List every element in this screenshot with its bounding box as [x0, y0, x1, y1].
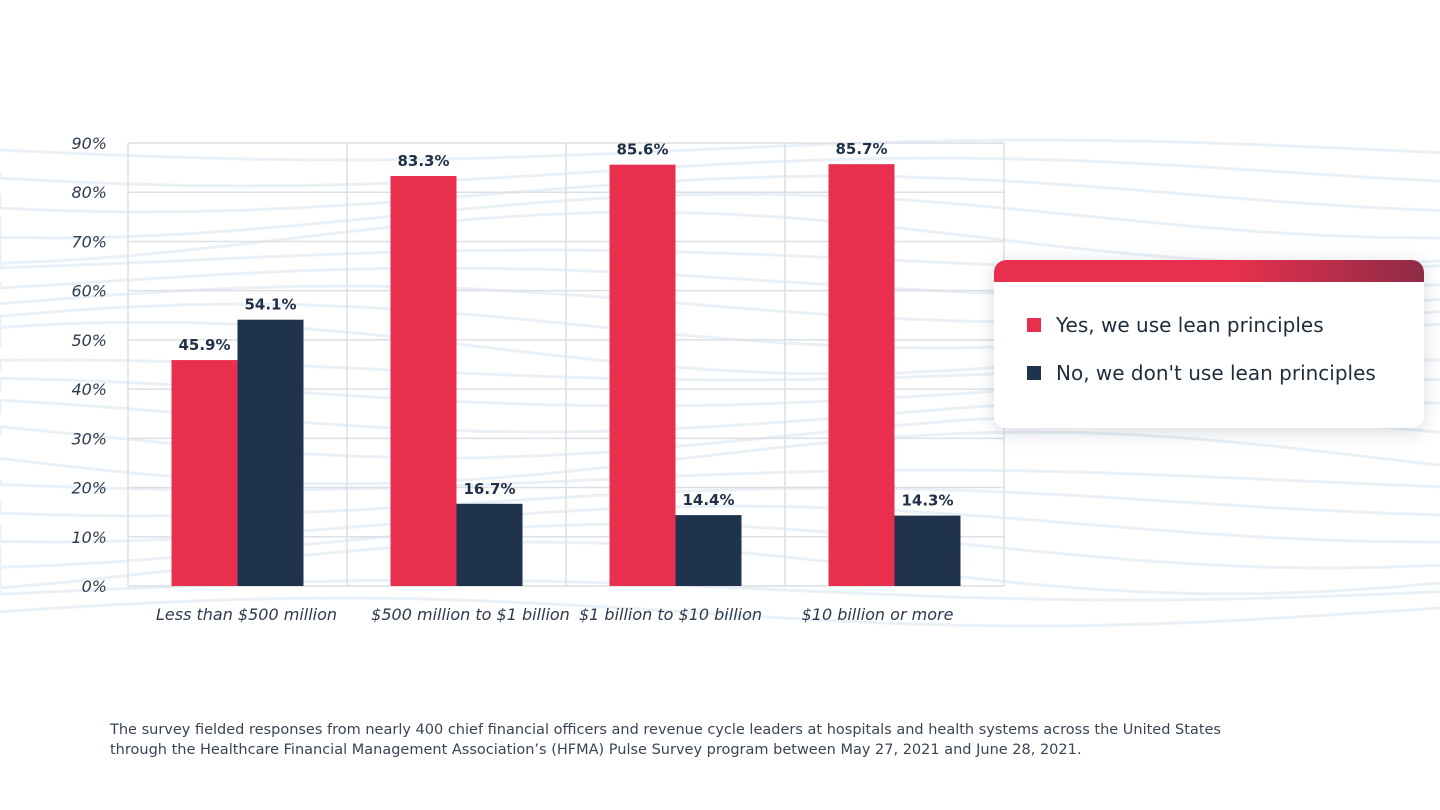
y-tick-label: 80%: [71, 183, 107, 202]
footnote-line-1: The survey fielded responses from nearly…: [110, 722, 1221, 738]
bar-no: [456, 503, 523, 586]
bar-no: [894, 515, 961, 586]
data-label-yes: 85.7%: [835, 140, 887, 158]
legend-swatch-no: [1027, 366, 1041, 380]
bar-yes: [828, 164, 895, 586]
legend-item-no: No, we don't use lean principles: [1027, 361, 1376, 385]
background-wave-line: [0, 156, 1440, 188]
y-tick-label: 60%: [71, 282, 107, 301]
y-tick-label: 70%: [71, 232, 107, 251]
legend-item-yes: Yes, we use lean principles: [1027, 313, 1324, 337]
bar-yes: [609, 164, 676, 586]
background-wave-line: [0, 174, 1440, 214]
data-label-no: 54.1%: [244, 296, 296, 314]
x-category-label: $10 billion or more: [802, 605, 954, 624]
data-label-no: 16.7%: [463, 480, 515, 498]
bar-yes: [171, 360, 238, 586]
footnote-line-2: through the Healthcare Financial Managem…: [110, 742, 1082, 758]
background-wave-line: [0, 210, 1440, 266]
bar-no: [237, 319, 304, 586]
legend-label-no: No, we don't use lean principles: [1056, 361, 1376, 385]
x-category-label: $500 million to $1 billion: [371, 605, 570, 624]
y-tick-label: 50%: [71, 331, 107, 350]
survey-footnote: The survey fielded responses from nearly…: [110, 720, 1330, 760]
data-label-yes: 85.6%: [616, 141, 668, 159]
bar-series: [171, 164, 961, 586]
legend-accent-bar: [994, 260, 1424, 282]
y-tick-label: 0%: [82, 577, 107, 596]
data-label-yes: 45.9%: [178, 336, 230, 354]
x-category-label: $1 billion to $10 billion: [579, 605, 762, 624]
chart-legend: Yes, we use lean principles No, we don't…: [994, 260, 1424, 428]
legend-swatch-yes: [1027, 318, 1041, 332]
data-label-yes: 83.3%: [397, 152, 449, 170]
y-tick-label: 40%: [71, 380, 107, 399]
y-tick-label: 10%: [71, 528, 107, 547]
y-axis: 0% 10% 20% 30% 40% 50% 60% 70% 80% 90%: [71, 134, 107, 596]
legend-label-yes: Yes, we use lean principles: [1056, 313, 1324, 337]
data-labels: 45.9% 54.1% 83.3% 16.7% 85.6% 14.4% 85.7% 14.3%: [178, 140, 953, 509]
background-wave-line: [0, 138, 1440, 162]
x-category-label: Less than $500 million: [156, 605, 337, 624]
background-wave-line: [0, 596, 1440, 628]
x-axis: Less than $500 million $500 million to $1…: [156, 605, 954, 624]
y-tick-label: 20%: [71, 479, 107, 498]
y-tick-label: 30%: [71, 429, 107, 448]
data-label-no: 14.4%: [682, 491, 734, 509]
data-label-no: 14.3%: [901, 492, 953, 510]
bar-yes: [390, 175, 457, 586]
y-tick-label: 90%: [71, 134, 107, 153]
background-wave-line: [0, 192, 1440, 240]
bar-no: [675, 515, 742, 586]
